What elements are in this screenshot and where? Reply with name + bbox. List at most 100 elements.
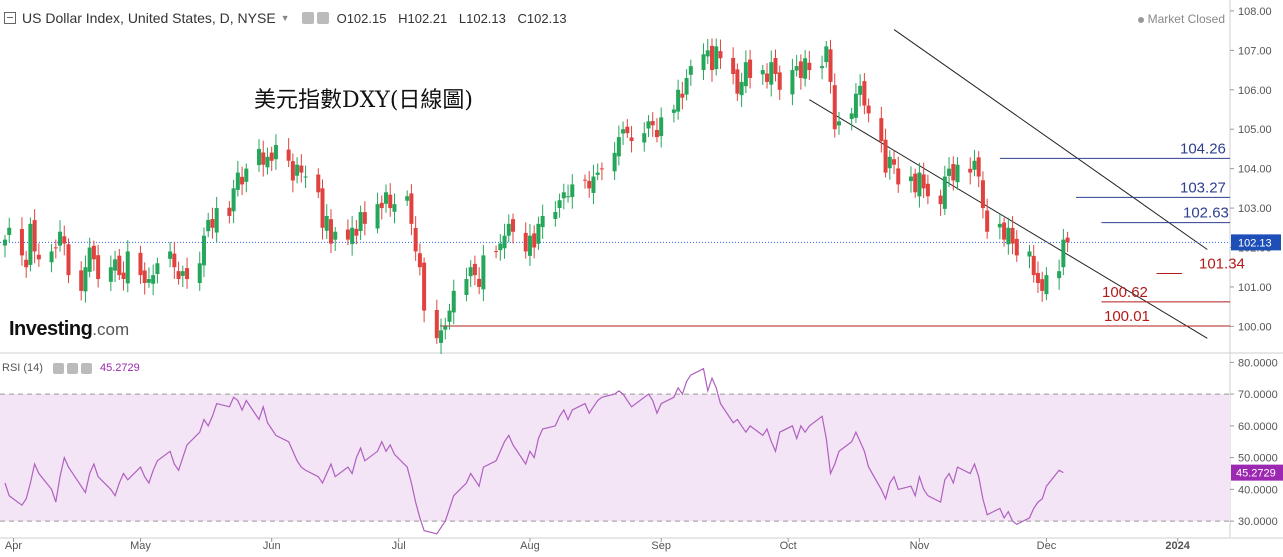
candle-body <box>642 133 647 143</box>
candle-body <box>849 113 854 120</box>
candle-body <box>671 109 676 113</box>
low-value: L102.13 <box>458 10 506 26</box>
time-tick-label: Sep <box>651 540 671 552</box>
candle-body <box>591 176 596 193</box>
candle-body <box>629 137 634 142</box>
candle-body <box>650 121 655 126</box>
candle-body <box>523 232 528 252</box>
chevron-down-icon[interactable]: ▼ <box>280 13 290 23</box>
collapse-icon[interactable] <box>4 12 16 24</box>
candle-body <box>917 172 922 197</box>
candle-body <box>1065 237 1070 243</box>
candle-body <box>231 188 236 212</box>
candle-body <box>32 220 37 252</box>
candle-body <box>1057 271 1062 279</box>
price-tick-label: 101.00 <box>1238 282 1272 294</box>
rsi-tick-label: 40.0000 <box>1238 484 1278 496</box>
candle-body <box>798 61 803 78</box>
candle-body <box>146 279 151 283</box>
candle-body <box>803 58 808 79</box>
candle-body <box>324 215 329 231</box>
candle-body <box>566 196 571 198</box>
candle-body <box>616 137 621 157</box>
candle-body <box>828 49 833 82</box>
candle-body <box>468 267 473 277</box>
candle-body <box>286 149 291 161</box>
candle-body <box>384 192 389 204</box>
candle-body <box>582 179 587 181</box>
close-icon[interactable] <box>80 362 92 374</box>
candle-body <box>172 253 177 268</box>
candle-body <box>244 168 249 182</box>
rsi-value-tag <box>1231 464 1283 481</box>
candle-body <box>942 176 947 209</box>
candle-body <box>447 310 452 322</box>
candle-body <box>180 271 185 276</box>
candle-body <box>316 174 321 193</box>
candle-body <box>87 247 92 272</box>
candle-body <box>405 196 410 201</box>
rsi-title: RSI (14) <box>2 362 43 374</box>
eye-icon[interactable] <box>52 362 64 374</box>
open-value: O102.15 <box>336 10 387 26</box>
gear-icon[interactable] <box>66 362 78 374</box>
time-tick-label: Oct <box>780 540 797 552</box>
candle-body <box>66 244 71 276</box>
candle-body <box>731 57 736 75</box>
price-tick-label: 104.00 <box>1238 164 1272 176</box>
candle-body <box>502 235 507 249</box>
candle-body <box>557 200 562 208</box>
candle-body <box>506 223 511 236</box>
candle-body <box>879 118 884 142</box>
candle-body <box>743 62 748 87</box>
candle-body <box>866 105 871 114</box>
candle-body <box>773 57 778 75</box>
candle-body <box>28 223 33 265</box>
price-level-label: 100.01 <box>1104 308 1150 325</box>
candle-body <box>142 270 147 283</box>
candle-body <box>413 227 418 252</box>
candle-body <box>976 157 981 177</box>
candle-body <box>227 207 232 216</box>
eye-icon[interactable] <box>301 12 314 24</box>
candle-body <box>350 227 355 245</box>
candle-body <box>1010 227 1015 244</box>
rsi-tick-label: 70.0000 <box>1238 389 1278 401</box>
candle-body <box>913 173 918 193</box>
axes: 108.00 107.00 106.00 105.00 104.00 103.00 102.… <box>5 6 1283 552</box>
candle-body <box>748 59 753 78</box>
market-status: Market Closed <box>1137 12 1225 26</box>
candle-body <box>375 204 380 229</box>
candle-body <box>714 46 719 70</box>
candle-body <box>477 278 482 287</box>
candle-body <box>333 231 338 240</box>
logo-suffix: .com <box>92 320 130 339</box>
candle-body <box>688 66 693 75</box>
rsi-tick-label: 30.0000 <box>1238 516 1278 528</box>
candle-body <box>621 129 626 134</box>
candle-body <box>853 93 858 118</box>
candle-body <box>908 176 913 182</box>
candle-body <box>58 231 63 246</box>
price-levels: 104.26 103.27 102.63 101.34 100.62 100.01 <box>0 140 1245 327</box>
candle-body <box>612 152 617 172</box>
candle-body <box>24 259 29 268</box>
candle-body <box>464 279 469 295</box>
candle-body <box>261 152 266 165</box>
candle-body <box>951 164 956 181</box>
status-dot-icon <box>1137 16 1144 23</box>
gear-icon[interactable] <box>316 12 329 24</box>
price-tick-label: 100.00 <box>1238 321 1272 333</box>
candle-body <box>36 254 41 260</box>
candle-body <box>794 66 799 71</box>
rsi-value: 45.2729 <box>99 362 140 374</box>
candle-body <box>494 251 499 253</box>
close-value: C102.13 <box>517 10 567 26</box>
chart-annotation: 美元指數DXY(日線圖) <box>254 88 473 113</box>
candle-body <box>862 81 867 106</box>
last-price-label: 102.13 <box>1238 237 1272 249</box>
candle-body <box>760 70 765 75</box>
price-level-label: 104.26 <box>1180 140 1226 157</box>
candle-body <box>968 168 973 173</box>
